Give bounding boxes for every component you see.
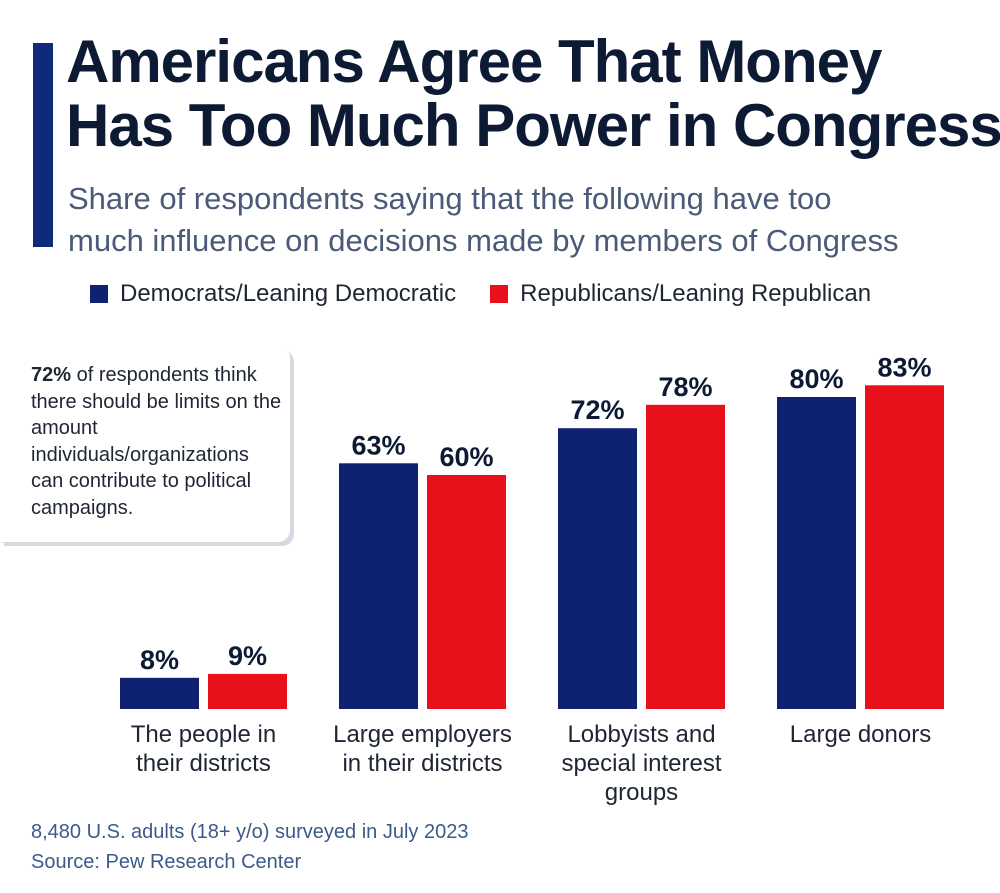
chart-title-line-1: Americans Agree That Money: [66, 28, 882, 95]
footer: 8,480 U.S. adults (18+ y/o) surveyed in …: [31, 817, 468, 877]
chart-subtitle-line-1: Share of respondents saying that the fol…: [68, 181, 832, 216]
chart-subtitle: Share of respondents saying that the fol…: [68, 178, 988, 262]
bar-democrats-2: [558, 428, 637, 709]
category-label-0-line-0: The people in: [131, 721, 276, 748]
chart-title: Americans Agree That Money Has Too Much …: [66, 28, 1000, 159]
bar-republicans-3: [865, 385, 944, 709]
note-box: [0, 346, 290, 542]
bar-label-democrats-1: 63%: [351, 430, 405, 460]
legend-item-democrats: Democrats/Leaning Democratic: [90, 280, 456, 308]
bar-republicans-1: [427, 475, 506, 709]
category-label-3-line-0: Large donors: [790, 721, 931, 748]
bar-republicans-2: [646, 404, 725, 709]
bar-label-republicans-0: 9%: [228, 641, 267, 671]
category-label-1-line-0: Large employers: [333, 721, 512, 748]
category-label-0-line-1: their districts: [136, 750, 271, 777]
category-label-2-line-2: groups: [605, 779, 678, 806]
legend-label-democrats: Democrats/Leaning Democratic: [120, 280, 457, 307]
legend-label-republicans: Republicans/Leaning Republican: [520, 280, 872, 307]
note-body: of respondents think there should be lim…: [31, 364, 282, 519]
bar-democrats-0: [120, 677, 199, 709]
category-label-1-line-1: in their districts: [342, 750, 502, 777]
chart-subtitle-line-2: much influence on decisions made by memb…: [68, 223, 899, 258]
title-accent-bar: [33, 43, 53, 247]
bar-republicans-0: [208, 673, 287, 709]
chart-title-line-2: Has Too Much Power in Congress: [66, 92, 1000, 159]
bar-democrats-1: [339, 463, 418, 709]
bar-label-democrats-0: 8%: [140, 645, 179, 675]
bar-label-democrats-3: 80%: [789, 364, 843, 394]
bar-label-republicans-2: 78%: [658, 372, 712, 402]
note-text: 72% of respondents think there should be…: [31, 362, 283, 521]
bar-label-democrats-2: 72%: [570, 395, 624, 425]
source-note: Source: Pew Research Center: [31, 851, 302, 873]
bar-label-republicans-1: 60%: [439, 442, 493, 472]
category-label-2-line-0: Lobbyists and: [567, 721, 715, 748]
legend: Democrats/Leaning Democratic Republicans…: [90, 279, 905, 309]
survey-note: 8,480 U.S. adults (18+ y/o) surveyed in …: [31, 821, 469, 843]
category-label-2-line-1: special interest: [561, 750, 721, 777]
note-highlight: 72%: [31, 364, 72, 386]
bar-democrats-3: [777, 397, 856, 709]
bar-label-republicans-3: 83%: [877, 352, 931, 382]
legend-item-republicans: Republicans/Leaning Republican: [490, 280, 871, 308]
legend-swatch-republicans: [490, 285, 509, 303]
legend-swatch-democrats: [90, 285, 108, 303]
